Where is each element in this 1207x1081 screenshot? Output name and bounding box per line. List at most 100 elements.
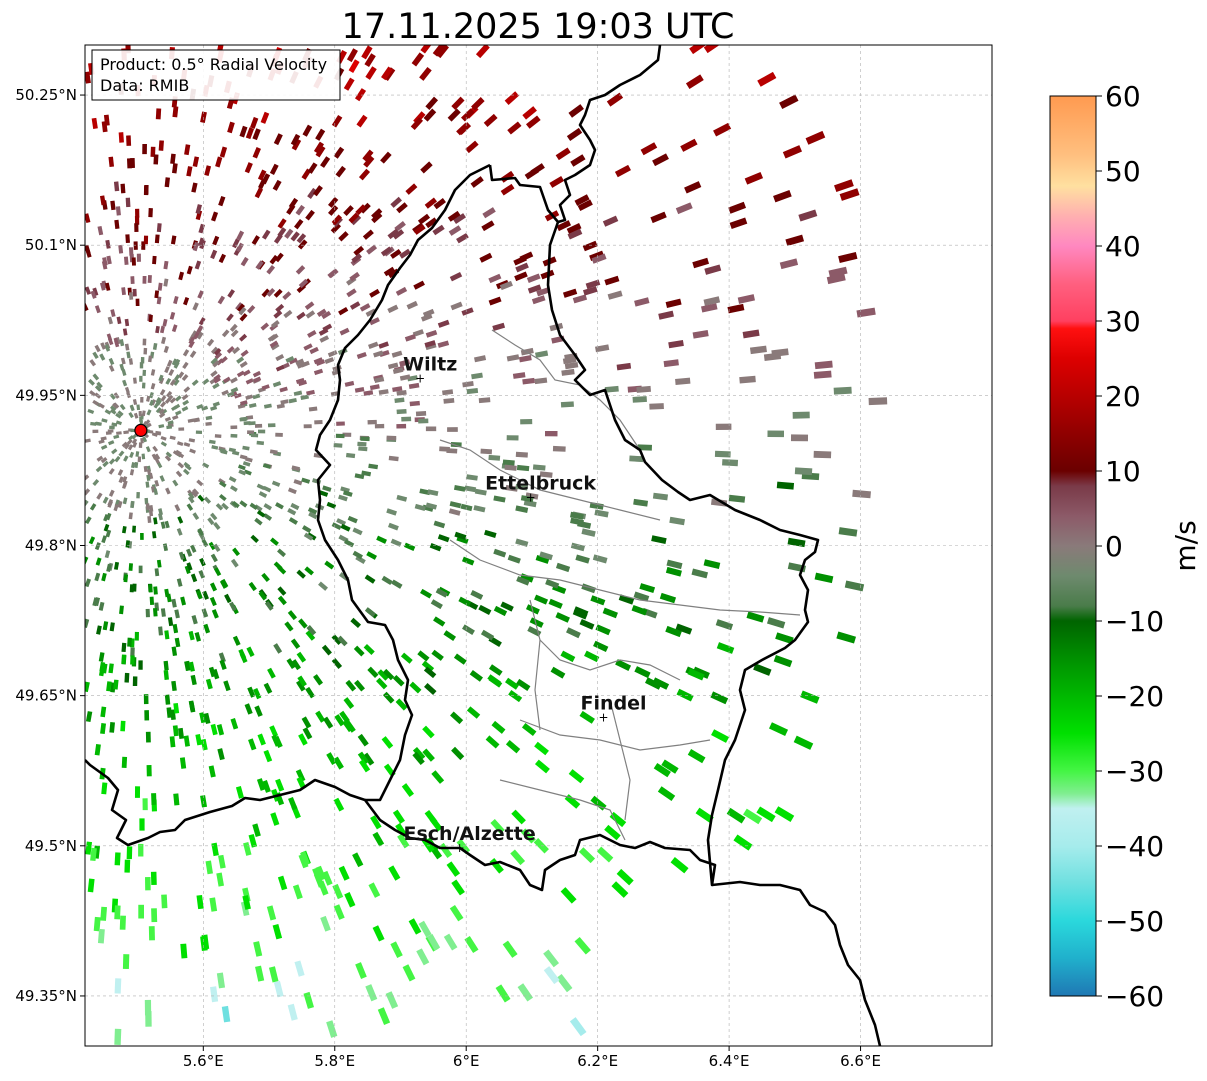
velocity-gate [422,308,435,318]
velocity-gate [242,445,250,451]
velocity-gate [121,526,127,534]
velocity-gate [585,279,601,289]
velocity-gate [173,793,180,806]
velocity-gate [133,241,138,250]
velocity-gate [114,905,121,920]
velocity-gate [156,223,162,233]
velocity-gate [739,375,756,384]
velocity-gate [297,239,308,250]
radar-site-marker[interactable] [134,423,148,437]
velocity-gate [461,307,474,316]
lon-tick-label: 6°E [453,1052,480,1070]
velocity-gate [515,538,529,547]
velocity-gate [248,421,256,426]
velocity-gate [362,149,374,162]
velocity-gate [198,569,206,579]
velocity-gate [798,209,818,222]
velocity-gate [710,691,729,705]
velocity-gate [153,488,159,496]
velocity-gate [657,786,676,802]
city-marker: + [599,711,609,725]
velocity-gate [437,340,450,348]
velocity-gate [363,644,375,655]
velocity-gate [106,333,113,341]
velocity-gate [128,563,133,571]
velocity-gate [130,158,135,169]
velocity-gate [412,746,426,761]
velocity-gate [746,611,765,623]
velocity-gate [506,354,520,362]
velocity-gate [307,187,317,199]
velocity-gate [208,765,216,778]
velocity-gate [145,481,150,488]
canton-border [529,599,541,731]
velocity-gate [224,593,232,604]
velocity-gate [347,515,358,524]
velocity-gate [210,357,218,365]
velocity-gate [399,374,411,381]
velocity-gate [160,401,167,408]
velocity-gate [328,268,339,279]
velocity-gate [413,280,425,290]
velocity-gate [96,381,103,389]
velocity-gate [174,504,181,512]
velocity-gate [108,663,114,674]
velocity-gate [130,276,135,285]
velocity-gate [345,679,357,692]
velocity-gate [507,554,521,564]
velocity-gate [113,337,119,345]
map-area[interactable]: +Wiltz+Ettelbruck+Findel+Esch/Alzette [82,38,993,1047]
velocity-gate [520,828,536,844]
velocity-gate [450,711,464,725]
velocity-gate [142,798,148,811]
velocity-gate [307,162,318,174]
velocity-gate [790,434,809,442]
velocity-gate [248,834,258,848]
velocity-gate [158,513,163,521]
velocity-gate [114,455,121,463]
velocity-gate [342,719,354,733]
velocity-gate [194,260,202,270]
velocity-gate [254,705,263,717]
velocity-gate [122,379,128,387]
velocity-gate [307,507,318,515]
velocity-gate [438,842,453,858]
velocity-gate [215,503,224,511]
velocity-gate [113,561,120,570]
velocity-gate [150,871,157,885]
velocity-gate [409,400,420,407]
velocity-gate [115,412,122,419]
velocity-gate [365,66,377,80]
velocity-gate [177,516,184,524]
velocity-gate [424,683,437,695]
velocity-gate [124,672,130,683]
velocity-gate [256,509,266,518]
velocity-gate [127,434,134,441]
map-title: 17.11.2025 19:03 UTC [342,7,735,47]
velocity-gate [327,350,338,358]
velocity-gate [593,640,609,653]
velocity-gate [261,288,271,298]
velocity-gate [171,646,178,657]
velocity-gate [490,818,505,834]
velocity-gate [85,578,92,588]
lat-tick-label: 49.95°N [15,386,77,404]
velocity-gate [335,433,345,439]
velocity-gate [219,480,227,488]
velocity-gate [108,357,115,366]
velocity-gate [321,644,332,656]
velocity-gate [640,142,658,156]
velocity-gate [212,235,220,246]
velocity-gate [195,734,202,746]
velocity-gate [124,386,130,394]
velocity-gate [443,933,458,951]
velocity-gate [390,196,402,208]
velocity-gate [607,290,623,300]
velocity-gate [414,503,426,511]
velocity-gate [161,894,168,909]
velocity-gate [394,221,406,232]
velocity-gate [306,389,315,396]
velocity-gate [200,935,208,951]
velocity-gate [85,474,90,482]
velocity-gate [388,522,399,531]
